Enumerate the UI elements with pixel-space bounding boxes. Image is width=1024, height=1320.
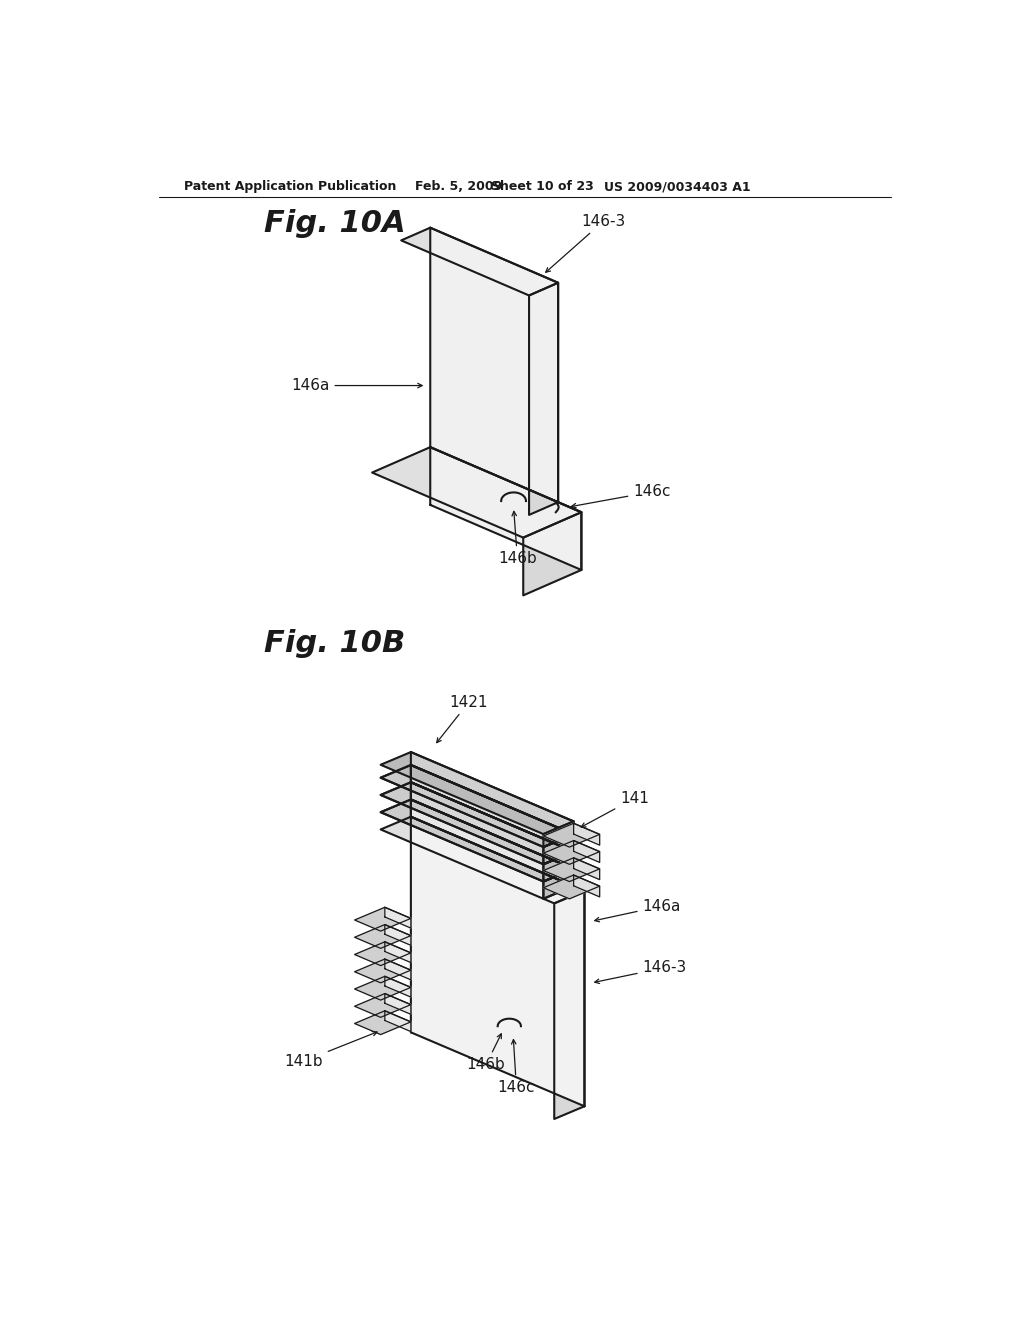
Polygon shape bbox=[372, 447, 582, 537]
Polygon shape bbox=[354, 941, 411, 966]
Polygon shape bbox=[385, 907, 411, 928]
Polygon shape bbox=[411, 783, 573, 869]
Text: Patent Application Publication: Patent Application Publication bbox=[183, 181, 396, 194]
Text: 146a: 146a bbox=[595, 899, 681, 921]
Text: Fig. 10A: Fig. 10A bbox=[263, 210, 406, 239]
Polygon shape bbox=[544, 851, 573, 882]
Polygon shape bbox=[354, 907, 411, 931]
Polygon shape bbox=[354, 1011, 411, 1035]
Polygon shape bbox=[381, 783, 573, 865]
Text: 146c: 146c bbox=[571, 484, 671, 508]
Polygon shape bbox=[385, 1011, 411, 1032]
Polygon shape bbox=[411, 800, 573, 886]
Polygon shape bbox=[554, 891, 585, 1119]
Polygon shape bbox=[354, 924, 411, 948]
Polygon shape bbox=[573, 875, 600, 896]
Polygon shape bbox=[573, 841, 600, 862]
Polygon shape bbox=[544, 858, 600, 882]
Polygon shape bbox=[544, 834, 573, 865]
Polygon shape bbox=[529, 282, 558, 515]
Text: 146a: 146a bbox=[291, 378, 422, 393]
Polygon shape bbox=[411, 752, 573, 834]
Polygon shape bbox=[381, 766, 573, 847]
Polygon shape bbox=[544, 834, 573, 865]
Polygon shape bbox=[411, 766, 573, 851]
Text: 146c: 146c bbox=[498, 1040, 536, 1096]
Polygon shape bbox=[381, 752, 573, 834]
Polygon shape bbox=[544, 841, 600, 865]
Text: Fig. 10B: Fig. 10B bbox=[263, 630, 404, 657]
Polygon shape bbox=[544, 824, 600, 847]
Polygon shape bbox=[385, 994, 411, 1014]
Polygon shape bbox=[411, 800, 573, 886]
Text: 146b: 146b bbox=[467, 1034, 506, 1072]
Text: 146-3: 146-3 bbox=[546, 214, 626, 272]
Polygon shape bbox=[381, 817, 585, 903]
Polygon shape bbox=[544, 875, 600, 899]
Polygon shape bbox=[430, 447, 582, 570]
Polygon shape bbox=[430, 227, 558, 502]
Polygon shape bbox=[385, 924, 411, 945]
Polygon shape bbox=[381, 800, 573, 882]
Polygon shape bbox=[411, 817, 585, 1106]
Text: US 2009/0034403 A1: US 2009/0034403 A1 bbox=[604, 181, 751, 194]
Text: 141: 141 bbox=[582, 791, 649, 828]
Polygon shape bbox=[411, 783, 573, 869]
Text: 141b: 141b bbox=[285, 1031, 377, 1069]
Text: Feb. 5, 2009: Feb. 5, 2009 bbox=[415, 181, 502, 194]
Polygon shape bbox=[411, 766, 573, 851]
Polygon shape bbox=[381, 766, 573, 847]
Polygon shape bbox=[544, 851, 573, 882]
Polygon shape bbox=[354, 960, 411, 983]
Polygon shape bbox=[381, 783, 573, 865]
Polygon shape bbox=[385, 960, 411, 979]
Text: 1421: 1421 bbox=[436, 694, 488, 743]
Text: 146-3: 146-3 bbox=[595, 960, 687, 983]
Text: 146b: 146b bbox=[498, 511, 537, 566]
Polygon shape bbox=[544, 869, 573, 899]
Polygon shape bbox=[544, 821, 573, 847]
Polygon shape bbox=[385, 977, 411, 997]
Polygon shape bbox=[385, 941, 411, 962]
Polygon shape bbox=[573, 858, 600, 879]
Polygon shape bbox=[573, 824, 600, 845]
Polygon shape bbox=[523, 512, 582, 595]
Text: Sheet 10 of 23: Sheet 10 of 23 bbox=[490, 181, 594, 194]
Polygon shape bbox=[381, 800, 573, 882]
Polygon shape bbox=[544, 869, 573, 899]
Polygon shape bbox=[354, 977, 411, 1001]
Polygon shape bbox=[401, 227, 558, 296]
Polygon shape bbox=[354, 994, 411, 1018]
